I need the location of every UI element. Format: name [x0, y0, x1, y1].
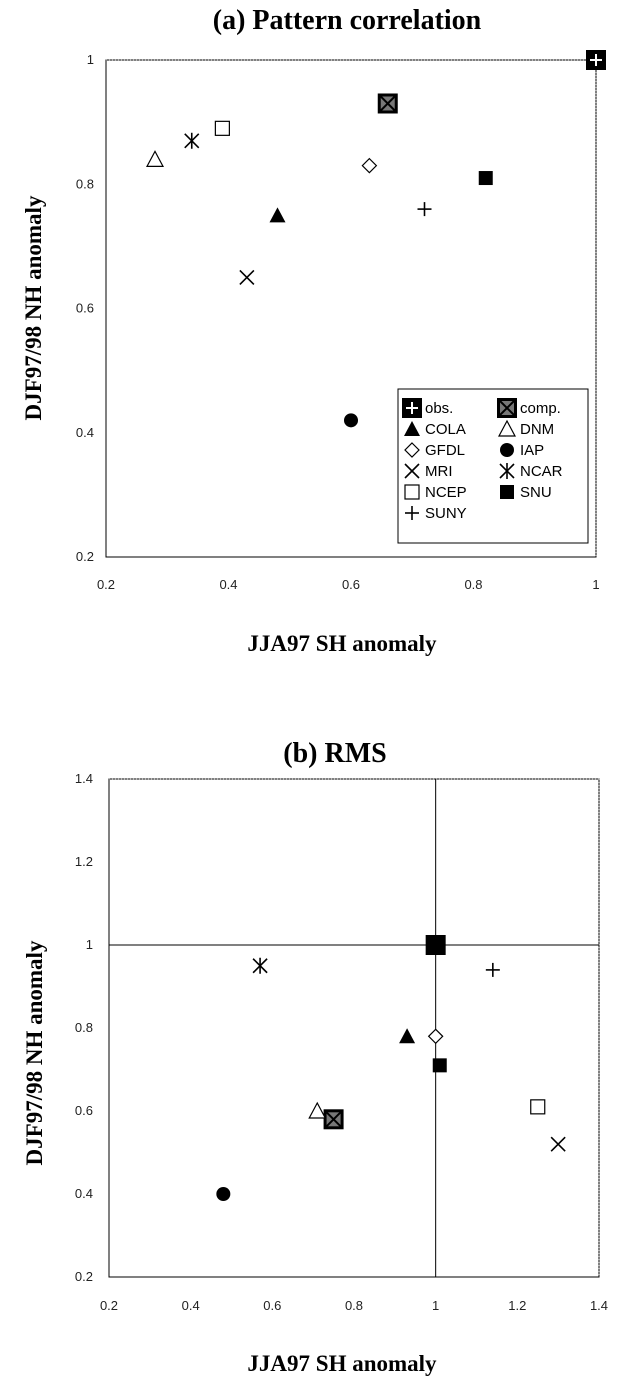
point-ncep [530, 1099, 546, 1115]
point-comp [377, 93, 398, 114]
x-tick-label: 1.2 [508, 1298, 526, 1313]
legend-label: IAP [520, 442, 544, 459]
point-gfdl [361, 157, 378, 174]
y-tick-label: 0.8 [75, 1020, 93, 1035]
legend-label: SUNY [425, 505, 467, 522]
legend-label: COLA [425, 421, 466, 438]
legend-marker-comp [497, 398, 517, 418]
point-mri [550, 1136, 566, 1152]
point-mri [239, 269, 255, 286]
legend-marker-mri [404, 463, 420, 479]
rms-panel: (b) RMS 0.2 0.4 0.6 0.8 1 1.2 1.4 0.2 0.4 0.6 0.8 1… [22, 738, 608, 1376]
legend-entry-comp: comp. [497, 398, 561, 418]
point-iap [344, 413, 358, 428]
legend-marker-cola [404, 421, 420, 436]
legend-box-a [397, 388, 589, 544]
point-obs [425, 935, 446, 955]
legend-label: SNU [520, 484, 552, 501]
point-cola [399, 1028, 416, 1044]
y-tick-label: 0.8 [76, 176, 94, 191]
legend-entry-dnm: DNM [498, 419, 554, 438]
x-axis-label-b: JJA97 SH anomaly [247, 1351, 437, 1376]
x-tick-label: 0.2 [97, 577, 115, 592]
x-tick-label: 0.4 [182, 1298, 200, 1313]
point-cola [269, 207, 286, 223]
point-dnm [146, 150, 164, 167]
x-tick-label: 0.2 [100, 1298, 118, 1313]
legend-marker-dnm [498, 419, 516, 437]
x-tick-label: 0.6 [263, 1298, 281, 1313]
legend-entry-ncep: NCEP [404, 484, 467, 501]
legend-label: NCEP [425, 484, 467, 501]
x-axis-label-a: JJA97 SH anomaly [247, 631, 437, 656]
scatter-points-a [146, 50, 606, 428]
legend-entry-suny: SUNY [405, 505, 467, 522]
legend-entry-cola: COLA [404, 421, 466, 438]
point-gfdl [427, 1028, 444, 1045]
legend-entry-gfdl: GFDL [404, 442, 465, 459]
y-tick-label: 0.6 [76, 301, 94, 316]
y-tick-label: 1 [87, 52, 94, 67]
point-dnm [308, 1101, 327, 1119]
legend-entry-mri: MRI [404, 463, 453, 480]
point-obs [586, 50, 606, 70]
legend-entry-obs: obs. [402, 398, 453, 418]
point-snu [478, 171, 493, 186]
x-tick-label: 0.8 [464, 577, 482, 592]
legend-marker-obs [402, 398, 422, 418]
legend-label: obs. [425, 400, 453, 417]
x-tick-label: 0.8 [345, 1298, 363, 1313]
legend-label: comp. [520, 400, 561, 417]
x-tick-label: 1 [432, 1298, 439, 1313]
chart-title-a: (a) Pattern correlation [213, 5, 482, 36]
chart-title-b: (b) RMS [283, 738, 386, 769]
legend-entry-iap: IAP [500, 442, 544, 459]
legend-a: obs. comp. COLA DNM GFDL IAP MRI NCAR NCEP SNU SUN… [397, 388, 589, 544]
tick-labels-b: 0.2 0.4 0.6 0.8 1 1.2 1.4 0.2 0.4 0.6 0.8 1 1.2 1.4 [75, 771, 608, 1313]
point-snu [432, 1058, 447, 1073]
x-tick-label: 0.6 [342, 577, 360, 592]
y-axis-label-b: DJF97/98 NH anomaly [22, 940, 47, 1165]
legend-marker-gfdl [404, 442, 420, 458]
y-tick-label: 0.2 [76, 549, 94, 564]
legend-marker-ncar [499, 463, 515, 479]
legend-label: DNM [520, 421, 554, 438]
legend-label: NCAR [520, 463, 563, 480]
y-tick-label: 1.4 [75, 771, 93, 786]
legend-marker-ncep [404, 484, 420, 500]
y-axis-label-a: DJF97/98 NH anomaly [21, 195, 46, 420]
y-tick-label: 0.6 [75, 1103, 93, 1118]
tick-labels-a: 0.2 0.4 0.6 0.8 1 0.2 0.4 0.6 0.8 1 [76, 52, 600, 592]
legend-marker-iap [500, 443, 514, 457]
point-suny [485, 962, 500, 977]
pattern-correlation-panel: (a) Pattern correlation 0.2 0.4 0.6 0.8 10.2… [21, 5, 606, 656]
point-ncep [214, 120, 230, 136]
x-tick-label: 1.4 [590, 1298, 608, 1313]
point-suny [417, 202, 432, 217]
legend-label: GFDL [425, 442, 465, 459]
legend-entry-ncar: NCAR [499, 463, 563, 480]
legend-entry-snu: SNU [500, 484, 552, 501]
y-tick-label: 0.4 [75, 1186, 93, 1201]
x-tick-label: 0.4 [219, 577, 237, 592]
point-ncar [252, 957, 268, 974]
point-iap [216, 1187, 231, 1201]
legend-marker-suny [405, 506, 419, 520]
y-tick-label: 0.2 [75, 1269, 93, 1284]
legend-label: MRI [425, 463, 453, 480]
x-tick-label: 1 [592, 577, 599, 592]
y-tick-label: 1.2 [75, 854, 93, 869]
point-comp [323, 1109, 344, 1130]
scatter-points-b [216, 935, 566, 1201]
point-ncar [184, 132, 200, 149]
plot-area-b [108, 778, 600, 1278]
y-tick-label: 0.4 [76, 425, 94, 440]
y-tick-label: 1 [86, 937, 93, 952]
legend-marker-snu [500, 485, 514, 499]
